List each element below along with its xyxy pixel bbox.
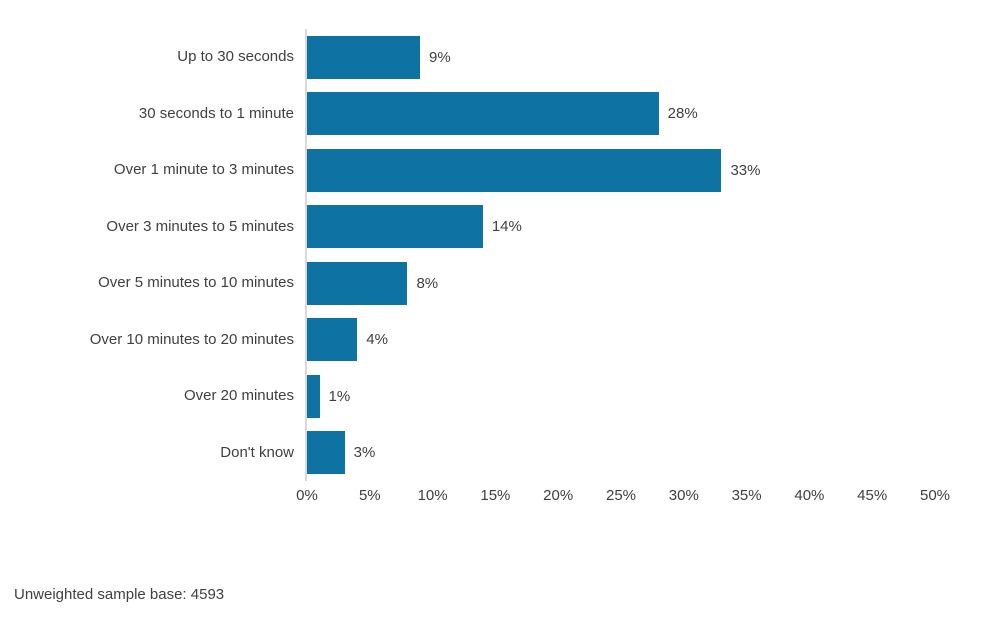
value-label: 28% bbox=[667, 105, 698, 123]
plot-area: 28% bbox=[305, 85, 935, 142]
bar-row: Don't know 3% bbox=[0, 424, 935, 481]
x-axis-ticks: 0% 5% 10% 15% 20% 25% 30% 35% 40% 45% 50% bbox=[296, 487, 950, 505]
plot-area: 33% bbox=[305, 142, 935, 199]
x-tick-label: 30% bbox=[668, 487, 699, 504]
category-label: 30 seconds to 1 minute bbox=[138, 104, 294, 122]
bar bbox=[307, 431, 345, 475]
plot-area: 1% bbox=[305, 368, 935, 425]
category-label: Up to 30 seconds bbox=[177, 48, 294, 65]
plot-area: 14% bbox=[305, 198, 935, 255]
x-tick-label: 20% bbox=[543, 487, 574, 504]
bar bbox=[307, 318, 358, 362]
bar-row: Over 10 minutes to 20 minutes 4% bbox=[0, 311, 935, 368]
sample-base-note: Unweighted sample base: 4593 bbox=[14, 586, 225, 603]
value-label: 9% bbox=[429, 48, 451, 66]
x-axis-spacer bbox=[0, 487, 307, 505]
x-tick-label: 45% bbox=[857, 487, 888, 504]
bar bbox=[307, 35, 421, 79]
bar-chart: Up to 30 seconds 9% 30 seconds to 1 minute… bbox=[0, 29, 950, 505]
category-label: Don't know bbox=[220, 443, 294, 461]
bar-row: Over 20 minutes 1% bbox=[0, 368, 935, 425]
x-tick-label: 10% bbox=[417, 487, 448, 504]
x-tick-label: 35% bbox=[731, 487, 762, 504]
plot-area: 8% bbox=[305, 255, 935, 312]
category-label: Over 1 minute to 3 minutes bbox=[113, 161, 294, 178]
category-label: Over 10 minutes to 20 minutes bbox=[89, 330, 294, 348]
x-tick-label: 0% bbox=[296, 487, 318, 504]
bar-row: 30 seconds to 1 minute 28% bbox=[0, 85, 935, 142]
x-tick-label: 15% bbox=[480, 487, 511, 504]
plot-area: 4% bbox=[305, 311, 935, 368]
value-label: 4% bbox=[366, 331, 388, 349]
plot-area: 9% bbox=[305, 29, 935, 86]
x-tick-label: 5% bbox=[358, 487, 381, 504]
category-label: Over 5 minutes to 10 minutes bbox=[98, 274, 294, 291]
value-label: 8% bbox=[416, 274, 439, 292]
bar bbox=[307, 92, 659, 136]
bar bbox=[307, 205, 483, 249]
plot-area: 3% bbox=[305, 424, 935, 481]
bar-row: Over 3 minutes to 5 minutes 14% bbox=[0, 198, 935, 255]
bar-row: Over 5 minutes to 10 minutes 8% bbox=[0, 255, 935, 312]
bar-rows: Up to 30 seconds 9% 30 seconds to 1 minute… bbox=[0, 29, 935, 481]
x-tick-label: 25% bbox=[605, 487, 637, 504]
x-tick-label: 50% bbox=[919, 487, 951, 504]
bar-row: Up to 30 seconds 9% bbox=[0, 29, 935, 86]
bar bbox=[307, 261, 408, 305]
x-axis: 0% 5% 10% 15% 20% 25% 30% 35% 40% 45% 50% bbox=[0, 487, 950, 505]
x-tick-label: 40% bbox=[794, 487, 825, 504]
category-label: Over 3 minutes to 5 minutes bbox=[106, 217, 294, 235]
bar bbox=[307, 148, 722, 192]
value-label: 1% bbox=[328, 387, 351, 405]
category-label: Over 20 minutes bbox=[183, 387, 294, 404]
value-label: 33% bbox=[730, 161, 761, 179]
bar-row: Over 1 minute to 3 minutes 33% bbox=[0, 142, 935, 199]
bar bbox=[307, 374, 320, 418]
value-label: 3% bbox=[353, 444, 376, 462]
value-label: 14% bbox=[491, 218, 522, 236]
